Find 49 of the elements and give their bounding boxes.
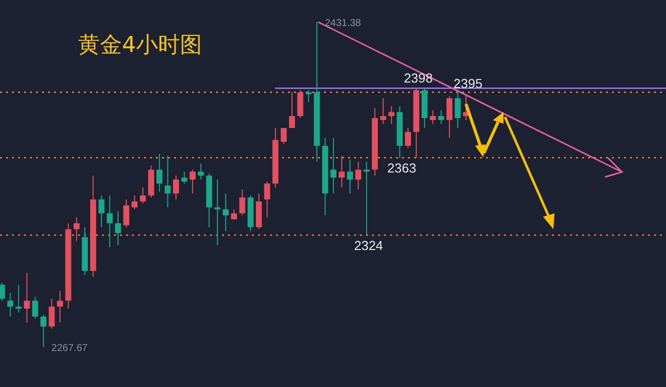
candlestick — [57, 290, 63, 324]
candlestick — [364, 161, 370, 236]
candlestick — [74, 216, 80, 242]
candlestick — [164, 155, 171, 208]
candlestick — [280, 127, 287, 144]
annotation: 2398 — [404, 70, 433, 86]
candlestick — [264, 181, 270, 218]
text: 黄金4小时图 — [78, 33, 202, 58]
candlestick — [24, 272, 30, 324]
candlestick — [214, 179, 220, 246]
annotation: 2267.67 — [51, 343, 88, 354]
candlestick — [454, 92, 461, 128]
candlestick — [123, 198, 130, 228]
candlestick — [7, 292, 14, 318]
candlestick — [405, 127, 411, 148]
candlestick — [231, 208, 237, 220]
candlestick — [32, 296, 38, 320]
candlestick — [140, 187, 146, 204]
candlestick — [156, 153, 162, 192]
candlestick — [106, 194, 113, 248]
candlestick — [388, 106, 394, 124]
candlestick — [446, 96, 452, 138]
candlestick — [40, 314, 46, 348]
candlestick — [289, 92, 295, 128]
candlestick — [438, 110, 444, 124]
candlestick — [355, 161, 362, 190]
candlestick — [0, 282, 5, 302]
candlestick — [115, 210, 121, 246]
candlestick — [306, 90, 312, 103]
candlestick — [338, 155, 345, 188]
candlestick — [297, 90, 304, 119]
candlestick — [98, 194, 104, 228]
candlestick — [222, 192, 229, 232]
candlestick — [48, 298, 55, 329]
candlestick — [190, 169, 196, 194]
candlestick — [330, 137, 336, 194]
annotation: 2395 — [454, 76, 482, 92]
candlestick — [347, 159, 353, 194]
candlestick — [181, 171, 188, 184]
candlestick — [173, 175, 179, 200]
annotation: 2363 — [387, 160, 416, 176]
candlestick — [380, 98, 386, 124]
annotation: 2431.38 — [324, 18, 362, 29]
candlestick — [239, 189, 246, 216]
candlestick — [198, 163, 204, 180]
candlestick — [430, 110, 436, 124]
candlestick — [16, 284, 22, 314]
annotation: 2324 — [354, 238, 384, 254]
candlestick — [132, 194, 138, 210]
